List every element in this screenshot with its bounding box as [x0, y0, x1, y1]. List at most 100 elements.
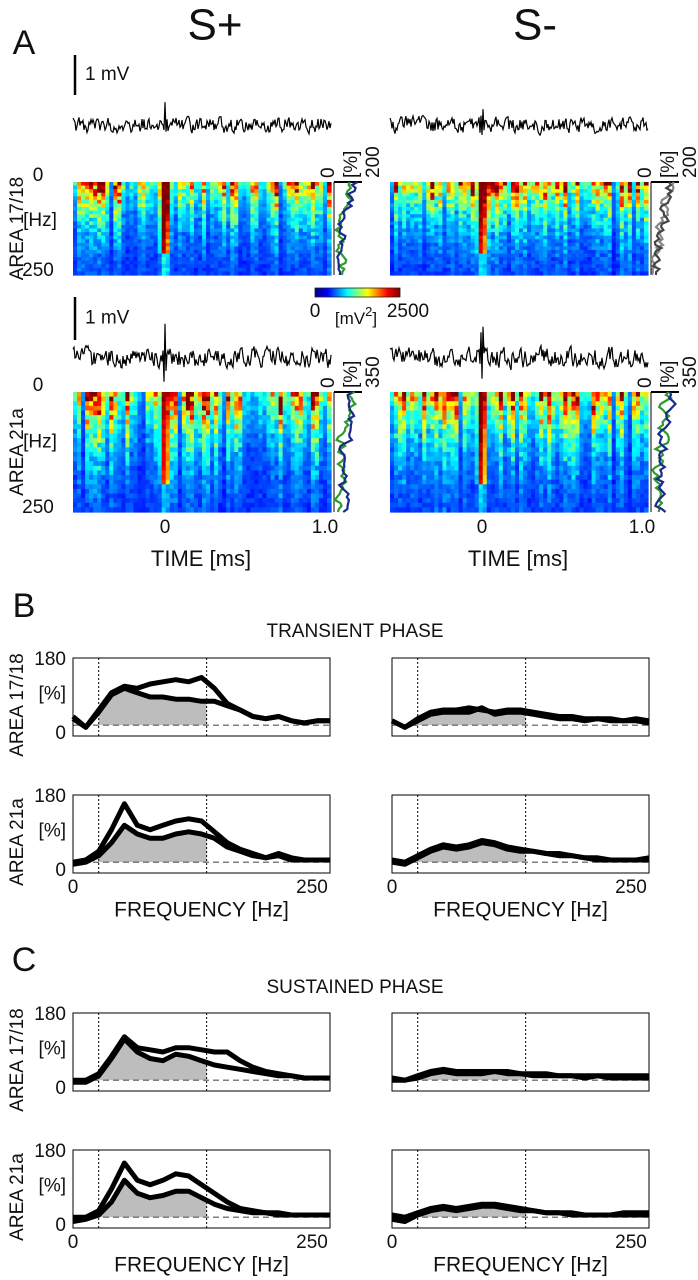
spectrogram-cell: [182, 392, 187, 397]
spectrogram-cell: [608, 214, 613, 218]
spectrogram-cell: [81, 457, 86, 462]
spectrogram-cell: [543, 257, 548, 261]
spectrogram-cell: [323, 250, 328, 254]
spectrogram-cell: [327, 250, 332, 254]
spectrogram-cell: [258, 438, 263, 443]
spectrogram-cell: [515, 203, 520, 207]
spectrogram-cell: [487, 232, 492, 236]
spectrogram-cell: [166, 232, 171, 236]
spectrogram-cell: [158, 503, 163, 508]
spectrogram-cell: [154, 480, 159, 485]
spectrogram-cell: [267, 189, 272, 193]
spectrogram-cell: [218, 392, 223, 397]
spectrogram-cell: [323, 470, 328, 475]
spectrogram-cell: [267, 268, 272, 272]
spectrogram-cell: [158, 236, 163, 240]
spectrogram-cell: [146, 461, 151, 466]
spectrogram-cell: [434, 182, 439, 186]
spectrogram-cell: [515, 246, 520, 250]
spectrogram-cell: [519, 239, 524, 243]
spectrogram-cell: [162, 494, 167, 499]
spectrogram-cell: [105, 461, 110, 466]
spectrogram-cell: [222, 397, 227, 402]
spectrogram-cell: [467, 182, 472, 186]
spectrogram-cell: [162, 236, 167, 240]
spectrogram-cell: [142, 452, 147, 457]
spectrogram-cell: [133, 211, 138, 215]
spectrogram-cell: [174, 503, 179, 508]
spectrogram-cell: [166, 489, 171, 494]
spectrogram-cell: [579, 243, 584, 247]
spectrogram-cell: [600, 211, 605, 215]
spectrogram-cell: [271, 429, 276, 434]
spectrogram-cell: [178, 257, 183, 261]
spectrogram-cell: [483, 193, 488, 197]
spectrogram-cell: [515, 218, 520, 222]
spectrogram-cell: [323, 243, 328, 247]
spectrogram-cell: [307, 392, 312, 397]
spectrogram-cell: [146, 480, 151, 485]
spectrogram-cell: [295, 503, 300, 508]
spectrogram-cell: [222, 494, 227, 499]
spectrogram-cell: [142, 489, 147, 494]
spectrogram-cell: [154, 443, 159, 448]
spectrogram-cell: [291, 250, 296, 254]
spectrogram-cell: [182, 196, 187, 200]
spectrogram-cell: [624, 254, 629, 258]
spectrogram-cell: [279, 429, 284, 434]
spectrogram-cell: [327, 239, 332, 243]
spectrogram-cell: [418, 200, 423, 204]
freq-unit: [Hz]: [23, 210, 57, 231]
spectrogram-cell: [222, 470, 227, 475]
spectrogram-cell: [170, 221, 175, 225]
spectrogram-cell: [311, 494, 316, 499]
spectrogram-cell: [206, 401, 211, 406]
profile-tick-label: 0: [635, 167, 656, 178]
spectrogram-cell: [214, 254, 219, 258]
spectrogram-cell: [101, 438, 106, 443]
spectrogram-cell: [592, 207, 597, 211]
spectrogram-cell: [275, 246, 280, 250]
spectrogram-cell: [234, 429, 239, 434]
spectrogram-cell: [194, 503, 199, 508]
spectrogram-cell: [596, 254, 601, 258]
spectrogram-cell: [142, 397, 147, 402]
spectrogram-cell: [499, 236, 504, 240]
spectrogram-cell: [230, 250, 235, 254]
spectrogram-cell: [279, 438, 284, 443]
spectrogram-cell: [218, 503, 223, 508]
spectrogram-cell: [142, 470, 147, 475]
spectrogram-cell: [186, 232, 191, 236]
spectrogram-cell: [109, 498, 114, 503]
spectrogram-cell: [547, 211, 552, 215]
spectrogram-cell: [190, 447, 195, 452]
spectrogram-cell: [158, 214, 163, 218]
spectrogram-cell: [295, 434, 300, 439]
spectrogram-cell: [600, 232, 605, 236]
spectrogram-cell: [575, 207, 580, 211]
spectrogram-cell: [531, 225, 536, 229]
spectrogram-cell: [267, 229, 272, 233]
spectrogram-cell: [158, 401, 163, 406]
spectrogram-cell: [555, 189, 560, 193]
spectrogram-cell: [319, 239, 324, 243]
spectrogram-cell: [575, 193, 580, 197]
spectrogram-cell: [327, 232, 332, 236]
spectrogram-cell: [89, 443, 94, 448]
spectrogram-cell: [117, 246, 122, 250]
spectrogram-cell: [166, 397, 171, 402]
spectrogram-cell: [539, 186, 544, 190]
spectrogram-cell: [422, 182, 427, 186]
spectrogram-cell: [624, 193, 629, 197]
spectrogram-cell: [271, 457, 276, 462]
spectrogram-cell: [77, 410, 82, 415]
spectrogram-cell: [138, 484, 143, 489]
spectrogram-cell: [430, 243, 435, 247]
spectrogram-cell: [479, 250, 484, 254]
spectrogram-cell: [194, 480, 199, 485]
spectrogram-cell: [430, 186, 435, 190]
spectrogram-cell: [117, 434, 122, 439]
spectrogram-cell: [101, 447, 106, 452]
spectrogram-cell: [279, 264, 284, 268]
spectrogram-cell: [246, 186, 251, 190]
